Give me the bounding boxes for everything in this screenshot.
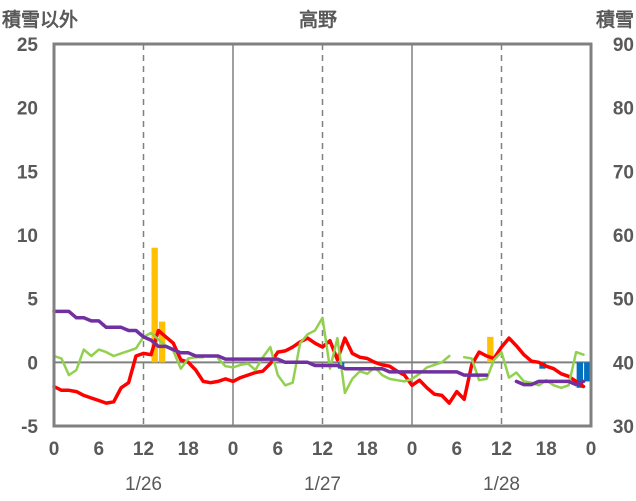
x-tick-label: 0 — [586, 439, 597, 460]
x-tick-label: 18 — [357, 439, 378, 460]
series-line-0 — [52, 328, 586, 405]
x-tick-label: 6 — [93, 439, 104, 460]
left-tick-label: -5 — [21, 417, 38, 438]
right-tick-label: 70 — [613, 162, 634, 183]
plot-frame — [52, 42, 593, 428]
x-tick-label: 0 — [228, 439, 239, 460]
left-tick-label: 10 — [17, 226, 38, 247]
bar — [576, 362, 583, 388]
x-tick-label: 0 — [407, 439, 418, 460]
left-tick-label: 15 — [17, 162, 39, 183]
date-labels: 1/26 1/27 1/28 — [125, 474, 520, 495]
chart-title: 高野 — [299, 8, 337, 31]
bar — [584, 362, 591, 382]
right-tick-label: 30 — [613, 417, 634, 438]
date-label: 1/27 — [304, 474, 341, 495]
date-label: 1/28 — [483, 474, 520, 495]
x-tick-label: 0 — [49, 439, 60, 460]
bar — [487, 336, 494, 363]
right-tick-label: 50 — [613, 290, 634, 311]
x-tick-label: 12 — [312, 439, 333, 460]
x-tick-label: 18 — [178, 439, 199, 460]
right-tick-label: 40 — [613, 353, 634, 374]
left-tick-label: 5 — [27, 290, 38, 311]
bar-group — [151, 247, 591, 388]
x-tick-label: 6 — [451, 439, 462, 460]
x-tick-label: 6 — [272, 439, 283, 460]
right-tick-labels: 90 80 70 60 50 40 30 — [613, 35, 634, 438]
right-tick-label: 60 — [613, 226, 634, 247]
right-tick-label: 80 — [613, 99, 634, 120]
series-line-2 — [52, 309, 586, 387]
right-axis-title: 積雪 — [596, 8, 634, 31]
right-tick-label: 90 — [613, 35, 634, 56]
left-tick-labels: 25 20 15 10 5 0 -5 — [17, 35, 39, 438]
left-tick-label: 20 — [17, 99, 38, 120]
line-group — [52, 309, 586, 405]
x-tick-label: 12 — [133, 439, 154, 460]
left-tick-label: 25 — [17, 35, 39, 56]
left-tick-label: 0 — [27, 353, 38, 374]
x-tick-label: 18 — [536, 439, 557, 460]
left-axis-title: 積雪以外 — [2, 8, 78, 31]
x-tick-label: 12 — [491, 439, 512, 460]
grid — [54, 44, 591, 426]
bar — [151, 247, 158, 363]
series-line-1 — [52, 316, 585, 395]
x-tick-labels: 0 6 12 18 0 6 12 18 0 6 12 18 0 — [49, 439, 597, 460]
date-label: 1/26 — [125, 474, 162, 495]
